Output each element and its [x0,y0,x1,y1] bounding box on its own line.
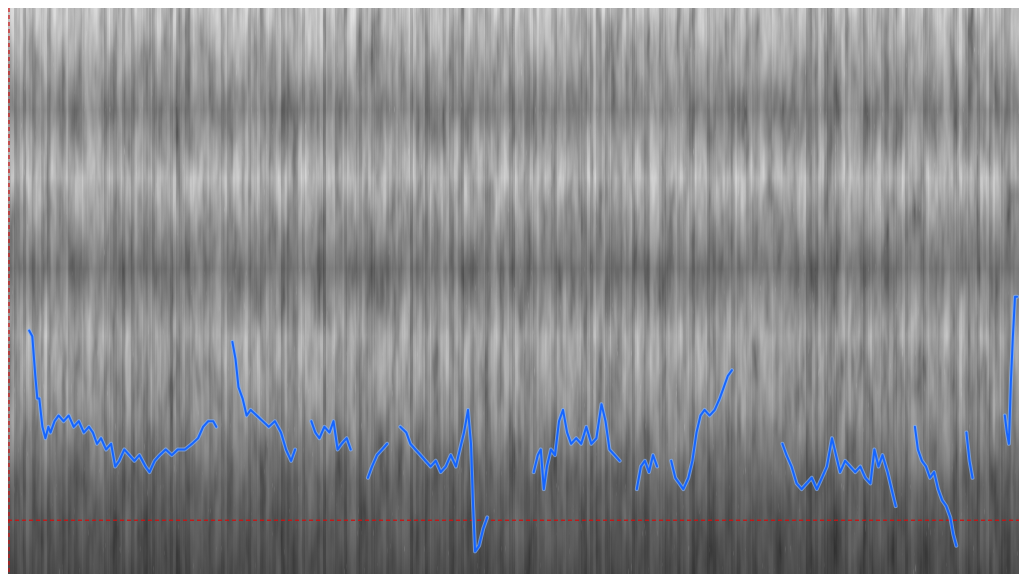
pitch-segment [635,454,659,491]
pitch-segment [366,442,389,479]
pitch-segment [781,437,897,508]
pitch-segment [532,403,621,491]
pitch-segment [399,408,489,553]
pitch-segment [310,420,352,451]
pitch-segment [28,329,218,474]
pitch-contour [27,294,1019,554]
pitch-segment [1003,295,1018,445]
reference-lines [8,8,1019,574]
pitch-segment [913,425,958,547]
spectrogram-speckle [8,8,1019,574]
pitch-segment [670,369,733,491]
pitch-segment [965,431,974,479]
pitch-segment [231,340,297,462]
spectrogram-background [8,8,1019,574]
